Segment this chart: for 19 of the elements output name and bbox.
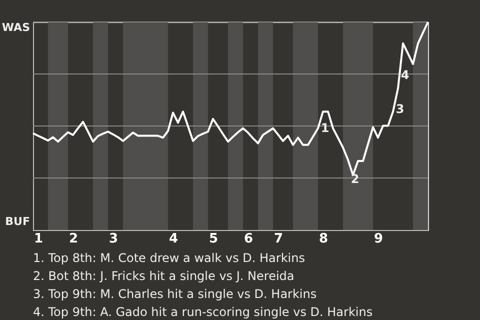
x-tick-label: 9 <box>374 232 384 246</box>
text: WAS <box>2 21 30 34</box>
x-tick-label: 2 <box>68 232 78 246</box>
text: BUF <box>5 215 30 228</box>
text: 2. Bot 8th: J. Fricks hit a single vs J. Nereida <box>33 269 294 283</box>
x-tick-label: 8 <box>318 232 328 246</box>
annotation: 2 <box>350 172 360 186</box>
text: 3. Top 9th: M. Charles hit a single vs D. Harkins <box>33 287 317 301</box>
x-tick-label: 5 <box>208 232 218 246</box>
x-tick-label: 7 <box>274 232 284 246</box>
annotation: 3 <box>396 102 404 116</box>
x-tick-label: 6 <box>244 232 254 246</box>
annotation: 4 <box>400 68 410 82</box>
annotation: 1 <box>320 121 330 135</box>
text: 4. Top 9th: A. Gado hit a run-scoring single vs D. Harkins <box>33 305 373 319</box>
x-tick-label: 1 <box>34 232 44 246</box>
x-tick-label: 3 <box>108 232 118 246</box>
text: 1. Top 8th: M. Cote drew a walk vs D. Harkins <box>33 251 305 265</box>
x-tick-label: 4 <box>168 232 178 246</box>
